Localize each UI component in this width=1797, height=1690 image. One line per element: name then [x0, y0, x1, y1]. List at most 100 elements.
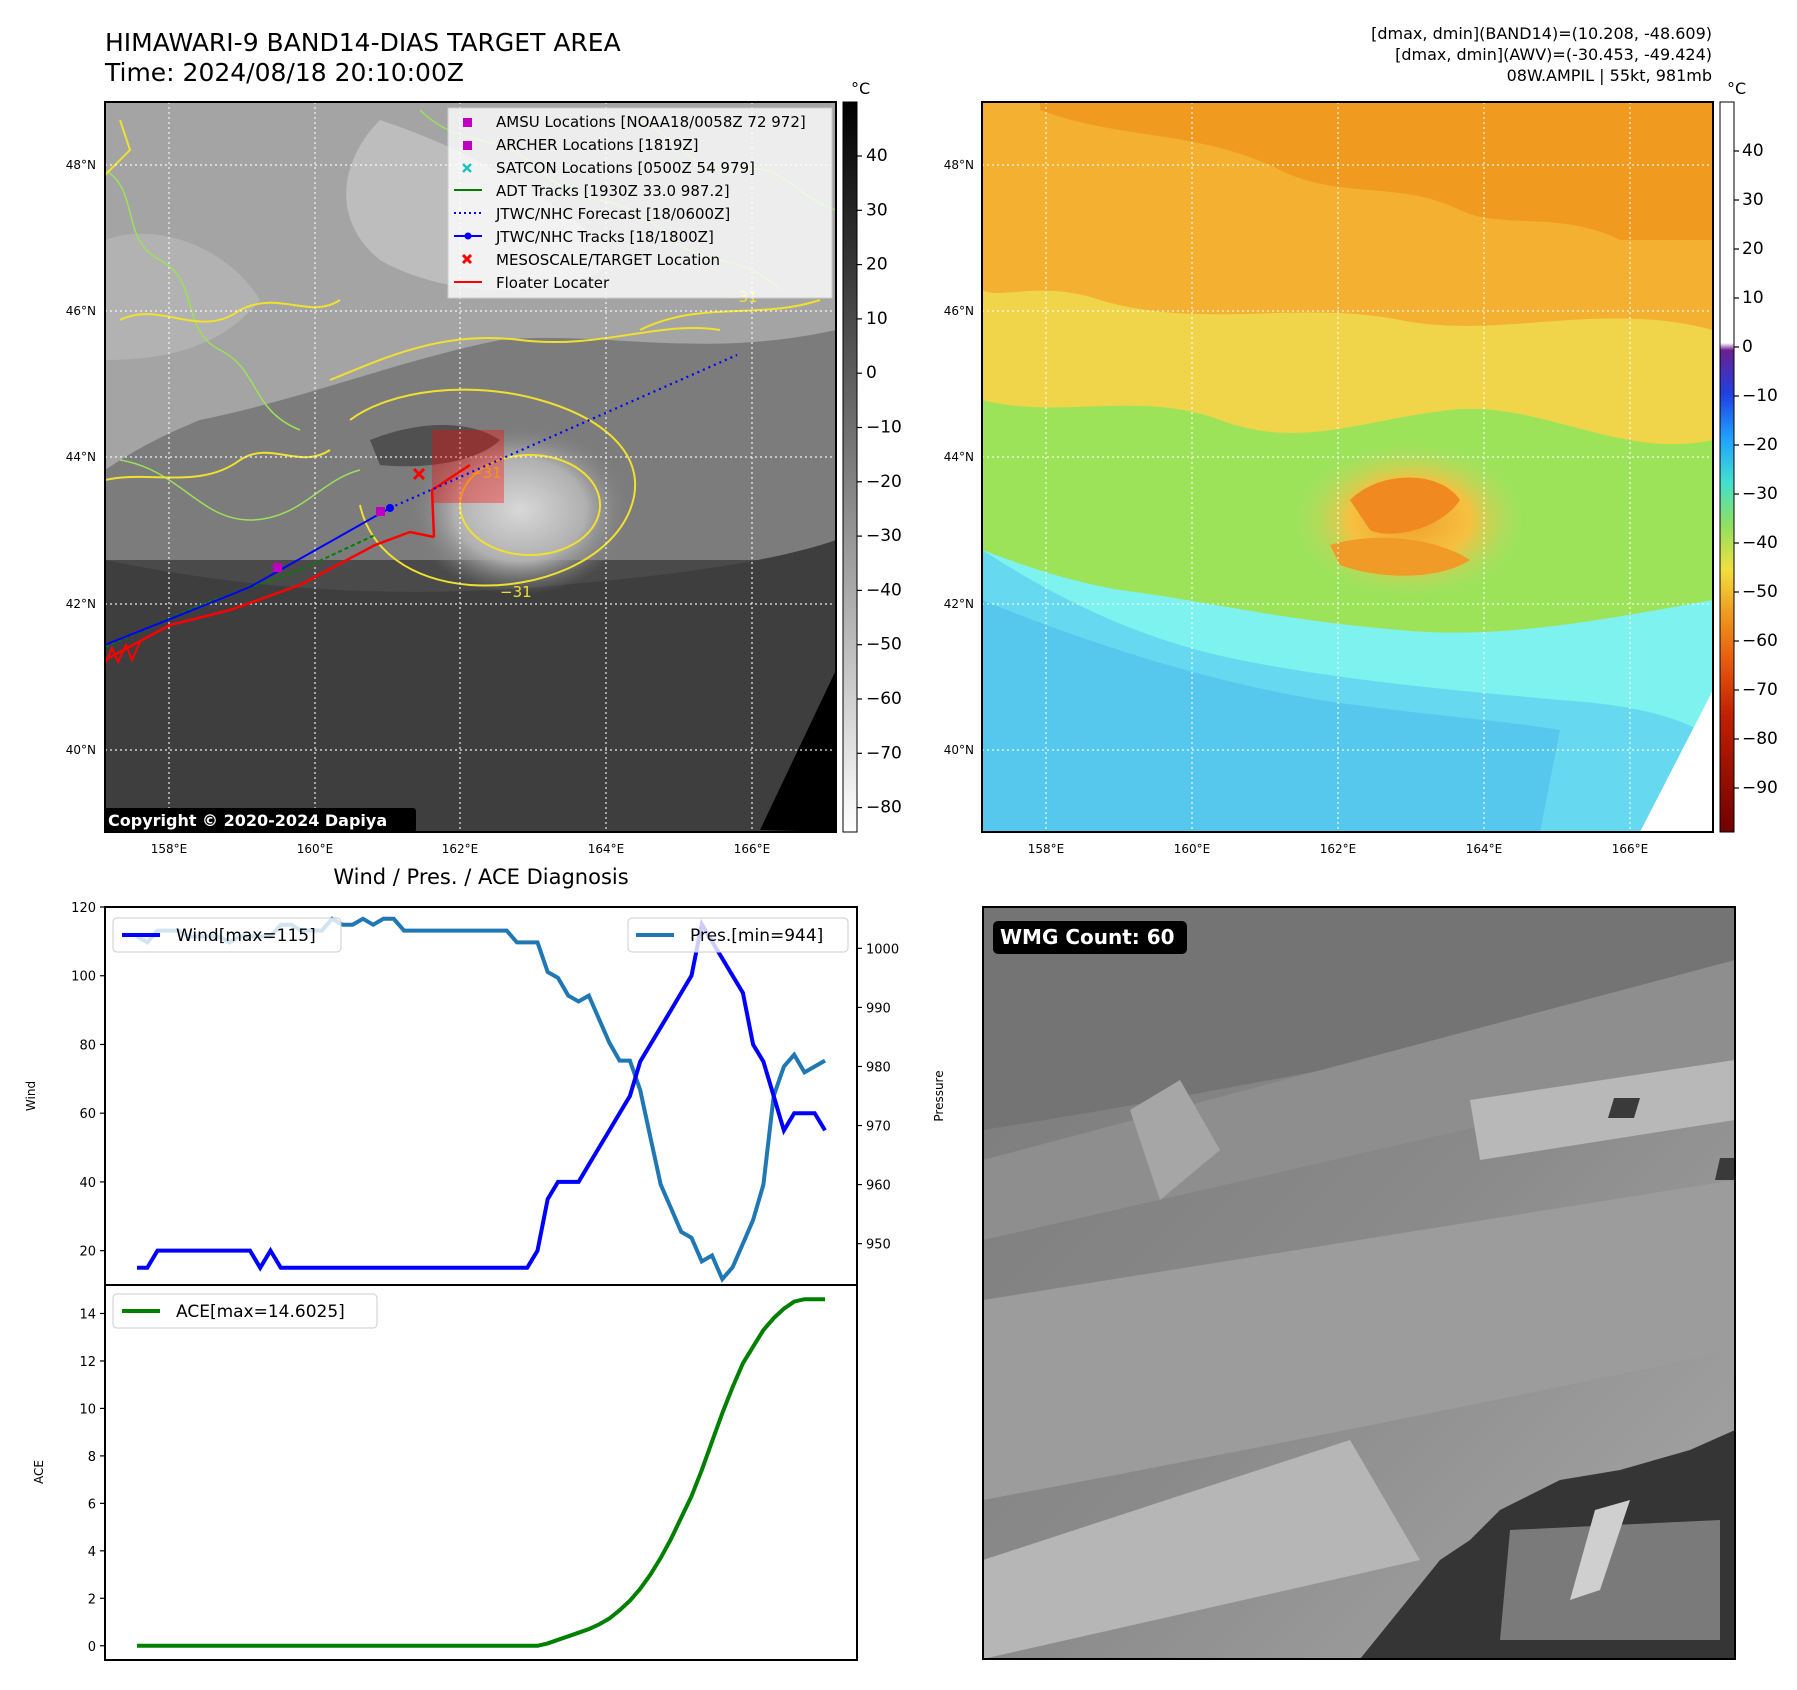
pressure-tick-label: 960: [866, 1179, 891, 1194]
color-colorbar-unit: °C: [1727, 79, 1746, 98]
gray-colorbar-tick-label: −70: [866, 743, 902, 763]
stats-band14: [dmax, dmin](BAND14)=(10.208, -48.609): [1371, 24, 1712, 43]
gray-colorbar: °C 40 30 20 10 0 −10 −20 −30 −40 −50 −60 −70 −80: [842, 79, 902, 833]
legend-adt: ADT Tracks [1930Z 33.0 987.2]: [496, 182, 730, 200]
ace-tick-label: 12: [79, 1355, 96, 1370]
awv-lon-label-162: 162°E: [1320, 842, 1357, 856]
ace-axis-label: ACE: [32, 1460, 46, 1484]
stats-storm: 08W.AMPIL | 55kt, 981mb: [1507, 66, 1712, 85]
band14-map: −31 −31 −31: [66, 101, 837, 856]
gray-colorbar-tick-label: −80: [866, 798, 902, 818]
legend-floater: Floater Locater: [496, 274, 610, 292]
lon-label-166: 166°E: [734, 842, 771, 856]
awv-lat-label-48: 48°N: [944, 158, 974, 172]
ace-tick-label: 10: [79, 1402, 96, 1417]
ace-legend: ACE[max=14.6025]: [112, 1293, 378, 1329]
color-colorbar-tick-label: −30: [1742, 484, 1778, 504]
pressure-tick-label: 980: [866, 1060, 891, 1075]
figure-title: HIMAWARI-9 BAND14-DIAS TARGET AREA: [105, 28, 621, 57]
awv-map: 48°N 46°N 44°N 42°N 40°N 158°E 160°E 162…: [944, 101, 1714, 856]
stats-awv: [dmax, dmin](AWV)=(-30.453, -49.424): [1395, 45, 1712, 64]
pressure-legend-label: Pres.[min=944]: [690, 926, 823, 946]
color-colorbar-tick-label: −90: [1742, 778, 1778, 798]
lat-label-42: 42°N: [66, 597, 96, 611]
wind-legend: Wind[max=115]: [112, 917, 342, 953]
gray-colorbar-unit: °C: [851, 79, 870, 98]
gray-colorbar-tick-label: 40: [866, 146, 888, 166]
legend-archer: ARCHER Locations [1819Z]: [496, 136, 699, 154]
lat-label-40: 40°N: [66, 743, 96, 757]
color-colorbar-tick-label: −10: [1742, 386, 1778, 406]
color-colorbar-tick-label: 40: [1742, 141, 1764, 161]
awv-lon-label-166: 166°E: [1612, 842, 1649, 856]
wind-axis-label: Wind: [24, 1081, 38, 1111]
legend-satcon-marker: [462, 163, 472, 173]
wind-tick-label: 60: [79, 1107, 96, 1122]
legend-jtwc: JTWC/NHC Tracks [18/1800Z]: [495, 228, 714, 246]
lon-label-164: 164°E: [588, 842, 625, 856]
legend-mesoscale-marker: [461, 253, 473, 265]
ace-series-line: [137, 1297, 825, 1648]
ace-tick-label: 6: [88, 1497, 96, 1512]
ace-tick-label: 8: [88, 1450, 96, 1465]
gray-colorbar-tick-label: 10: [866, 309, 888, 329]
pressure-axis-label: Pressure: [932, 1070, 946, 1121]
lat-label-48: 48°N: [66, 158, 96, 172]
awv-lat-label-42: 42°N: [944, 597, 974, 611]
color-colorbar-tick-label: −20: [1742, 435, 1778, 455]
awv-lat-label-44: 44°N: [944, 450, 974, 464]
gray-colorbar-tick-label: −20: [866, 472, 902, 492]
wind-tick-label: 100: [71, 970, 96, 985]
wmg-panel: WMG Count: 60: [982, 906, 1736, 1660]
ace-legend-label: ACE[max=14.6025]: [176, 1302, 345, 1322]
color-colorbar-tick-label: −50: [1742, 582, 1778, 602]
figure-time: Time: 2024/08/18 20:10:00Z: [104, 58, 464, 87]
wind-tick-label: 40: [79, 1176, 96, 1191]
color-colorbar-tick-label: −70: [1742, 680, 1778, 700]
copyright-box: [104, 808, 416, 832]
gray-colorbar-tick-label: 20: [866, 255, 888, 275]
wind-tick-label: 20: [79, 1245, 96, 1260]
ace-tick-label: 2: [88, 1592, 96, 1607]
lon-label-160: 160°E: [297, 842, 334, 856]
legend-mesoscale: MESOSCALE/TARGET Location: [496, 251, 720, 269]
color-colorbar-tick-label: 0: [1742, 337, 1753, 357]
jtwc-track: [105, 507, 391, 646]
ace-tick-label: 14: [79, 1307, 96, 1322]
floater-locater-track: [105, 530, 435, 662]
diagnosis-title: Wind / Pres. / ACE Diagnosis: [333, 865, 628, 889]
gray-colorbar-tick-label: −50: [866, 635, 902, 655]
legend-forecast: JTWC/NHC Forecast [18/0600Z]: [495, 205, 730, 223]
wind-tick-label: 80: [79, 1038, 96, 1053]
color-colorbar: °C 40 30 20 10 0 −10 −20 −30 −40 −50 −60 −70 −80 −90: [1719, 79, 1778, 833]
color-colorbar-tick-label: −40: [1742, 533, 1778, 553]
contour-label-1: −31: [500, 583, 532, 601]
pressure-tick-label: 1000: [866, 942, 899, 957]
color-colorbar-tick-label: 30: [1742, 190, 1764, 210]
legend-archer-marker: [463, 141, 472, 150]
color-colorbar-tick-label: 10: [1742, 288, 1764, 308]
awv-lat-label-46: 46°N: [944, 304, 974, 318]
color-colorbar-tick-label: −80: [1742, 729, 1778, 749]
pressure-tick-label: 970: [866, 1120, 891, 1135]
pressure-tick-label: 990: [866, 1001, 891, 1016]
mesoscale-target: [412, 467, 426, 481]
gray-colorbar-tick-label: 0: [866, 363, 877, 383]
gray-colorbar-tick-label: −30: [866, 526, 902, 546]
wind-tick-label: 120: [71, 901, 96, 916]
awv-lon-label-158: 158°E: [1028, 842, 1065, 856]
ace-tick-label: 4: [88, 1545, 96, 1560]
gray-colorbar-tick-label: −10: [866, 418, 902, 438]
gray-colorbar-tick-label: −40: [866, 580, 902, 600]
wind-legend-label: Wind[max=115]: [176, 926, 316, 946]
lon-label-158: 158°E: [151, 842, 188, 856]
archer-location: [376, 507, 385, 516]
wmg-count: WMG Count: 60: [1000, 925, 1175, 949]
pressure-tick-label: 950: [866, 1238, 891, 1253]
ace-panel: 14 12 10 8 6 4 2 0 ACE ACE[max=14.6025]: [32, 1284, 858, 1661]
amsu-location: [273, 563, 282, 572]
legend-satcon: SATCON Locations [0500Z 54 979]: [496, 159, 755, 177]
color-colorbar-tick-label: −60: [1742, 631, 1778, 651]
